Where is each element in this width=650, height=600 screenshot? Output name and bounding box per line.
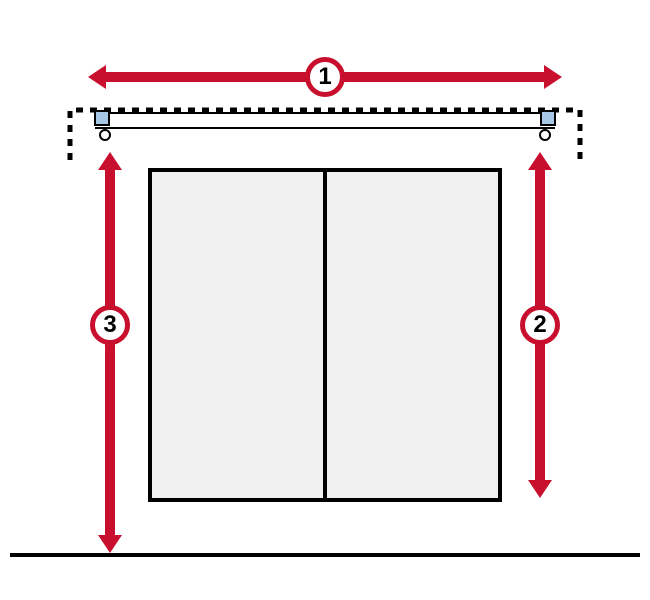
measurement-marker-2: 2: [520, 305, 560, 345]
measurement-marker-label: 1: [318, 63, 331, 91]
measurement-marker-3: 3: [90, 305, 130, 345]
measurement-marker-1: 1: [305, 57, 345, 97]
measurement-marker-label: 2: [533, 311, 546, 339]
measurement-diagram: 1 2 3: [0, 0, 650, 600]
measurement-marker-label: 3: [103, 311, 116, 339]
